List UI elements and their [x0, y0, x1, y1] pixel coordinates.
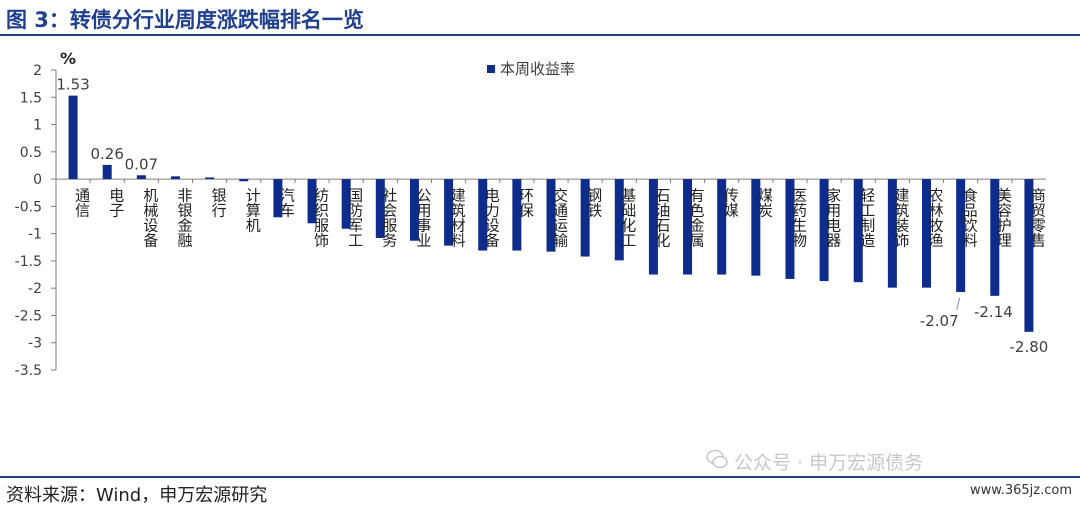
legend-label: 本周收益率: [500, 60, 575, 78]
bar-15: [546, 179, 556, 252]
bar-23: [819, 179, 829, 282]
bar-1: [68, 95, 78, 180]
bar-14: [512, 179, 522, 251]
y-tick-label: -3.5: [15, 363, 42, 379]
bar-25: [887, 179, 897, 288]
data-label: -2.80: [1010, 338, 1049, 356]
y-tick-label: 1.5: [20, 90, 42, 106]
category-label: 国防军工: [346, 187, 364, 247]
category-label: 医药生物: [790, 187, 808, 248]
category-label: 通信: [73, 187, 91, 217]
bar-21: [751, 179, 761, 276]
bar-18: [648, 179, 658, 275]
bar-5: [205, 177, 215, 180]
category-label: 机械设备: [141, 187, 159, 247]
category-label: 传媒: [722, 187, 740, 217]
category-label: 农林牧渔: [927, 187, 945, 247]
bar-27: [956, 179, 966, 292]
bar-20: [717, 179, 727, 275]
leader-line: [956, 297, 961, 311]
legend-swatch: [487, 65, 495, 73]
watermark: 公众号 · 申万宏源债务: [734, 452, 924, 474]
category-label: 有色金属: [688, 187, 706, 247]
y-tick-label: -2.5: [15, 308, 42, 324]
category-label: 美容护理: [995, 187, 1013, 247]
y-tick-label: 1: [33, 118, 42, 134]
site-watermark: www.365jz.com: [966, 482, 1076, 499]
bar-3: [136, 175, 146, 180]
bar-12: [444, 179, 454, 246]
data-label: 0.07: [125, 155, 158, 173]
y-tick-label: -1: [28, 227, 42, 243]
category-label: 计算机: [244, 187, 262, 233]
category-label: 食品饮料: [961, 187, 979, 247]
y-tick-label: 0.5: [20, 145, 42, 161]
bar-11: [409, 179, 419, 241]
bar-28: [990, 179, 1000, 296]
bar-19: [683, 179, 693, 275]
category-label: 基础化工: [619, 187, 637, 247]
category-label: 汽车: [278, 187, 296, 217]
category-label: 社会服务: [380, 187, 398, 248]
bar-24: [853, 179, 863, 283]
category-label: 环保: [517, 187, 535, 217]
y-tick-label: -2: [28, 281, 42, 297]
bar-6: [239, 179, 249, 182]
category-label: 银行: [210, 187, 228, 218]
bar-22: [785, 179, 795, 279]
bar-29: [1024, 179, 1034, 332]
bar-10: [375, 179, 385, 238]
data-label: 0.26: [91, 145, 124, 163]
bar-13: [478, 179, 488, 251]
y-axis-unit: %: [60, 49, 76, 68]
bar-17: [614, 179, 624, 261]
y-tick-label: 0: [33, 172, 42, 188]
data-label: -2.14: [974, 303, 1013, 321]
y-tick-label: -0.5: [15, 199, 42, 215]
category-label: 建筑装饰: [892, 187, 910, 247]
category-label: 商贸零售: [1029, 187, 1047, 247]
y-tick-label: 2: [33, 63, 42, 79]
category-label: 交通运输: [551, 186, 569, 247]
bar-8: [307, 179, 317, 224]
y-tick-label: -1.5: [15, 254, 42, 270]
bar-4: [170, 176, 180, 180]
category-label: 纺织服饰: [312, 187, 330, 247]
category-label: 电力设备: [483, 187, 501, 247]
data-label: -2.07: [920, 312, 959, 330]
category-label: 家用电器: [824, 187, 842, 247]
data-label: 1.53: [56, 76, 89, 94]
source-note: 资料来源：Wind，申万宏源研究: [6, 485, 268, 506]
category-label: 煤炭: [756, 187, 774, 217]
y-tick-label: -3: [28, 336, 42, 352]
bar-7: [273, 179, 283, 218]
category-label: 钢铁: [585, 187, 603, 217]
bar-16: [580, 179, 590, 257]
bar-26: [922, 179, 932, 288]
category-label: 非银金融: [175, 187, 193, 247]
bar-2: [102, 164, 112, 180]
chart-title: 图 3：转债分行业周度涨跌幅排名一览: [6, 8, 364, 32]
title-bar: 图 3：转债分行业周度涨跌幅排名一览: [0, 0, 1080, 36]
category-label: 轻工制造: [858, 187, 876, 248]
category-label: 石油石化: [653, 187, 671, 247]
category-label: 公用事业: [414, 187, 432, 247]
category-label: 建筑材料: [449, 187, 467, 247]
wechat-icon: [706, 448, 728, 470]
bar-9: [341, 179, 351, 229]
source-divider: [0, 476, 1080, 478]
category-label: 电子: [107, 187, 125, 217]
bar-chart: 2 1.5 1 0.5 0 -0.5 -1 -1.5 -2 -2.5 -3 -3.5% 通信 电子 机械设备…: [15, 49, 1049, 379]
